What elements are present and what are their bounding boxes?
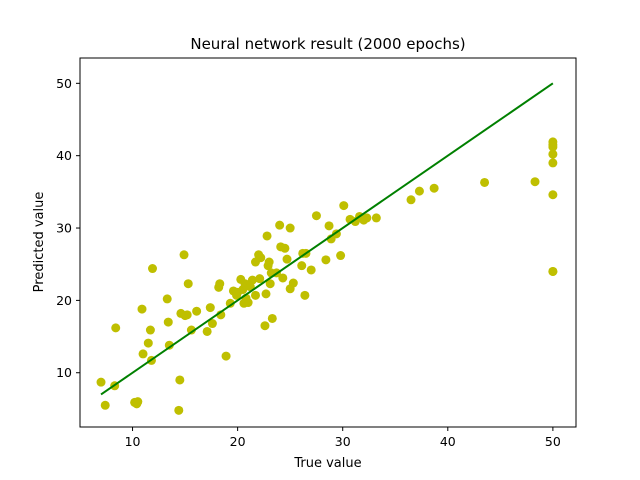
data-point [282, 254, 292, 264]
data-point [548, 266, 558, 276]
data-point [262, 231, 272, 241]
data-point [192, 306, 202, 316]
x-tick-label: 10 [125, 434, 141, 449]
data-point [260, 321, 270, 331]
data-point [215, 279, 225, 289]
data-point [530, 177, 540, 187]
x-tick-label: 50 [545, 434, 561, 449]
data-point [182, 310, 192, 320]
chart-title: Neural network result (2000 epochs) [190, 35, 465, 53]
data-point [250, 290, 260, 300]
data-point [336, 251, 346, 261]
data-point [548, 158, 558, 168]
data-point [179, 250, 189, 260]
data-point [371, 213, 381, 223]
x-tick-label: 20 [230, 434, 246, 449]
data-point [429, 183, 439, 193]
data-point [164, 340, 174, 350]
data-point [186, 325, 196, 335]
data-point [162, 294, 172, 304]
data-point [183, 279, 193, 289]
data-point [267, 313, 277, 323]
data-point [548, 149, 558, 159]
data-point [202, 326, 212, 336]
y-tick-label: 40 [56, 148, 72, 163]
data-point [414, 186, 424, 196]
data-point [174, 405, 184, 415]
y-tick-label: 30 [56, 221, 72, 236]
y-tick-label: 10 [56, 365, 72, 380]
data-point [163, 317, 173, 327]
data-point [480, 177, 490, 187]
data-point [324, 221, 334, 231]
data-point [321, 255, 331, 265]
scatter-points [96, 137, 558, 415]
y-axis-label: Predicted value [32, 192, 47, 293]
fit-line-group [100, 82, 554, 396]
axis-ticks: 10 20 30 40 50 10 20 30 40 50 [56, 76, 561, 449]
data-point [300, 290, 310, 300]
x-tick-label: 30 [335, 434, 351, 449]
data-point [255, 274, 265, 284]
data-point [306, 265, 316, 275]
data-point [148, 264, 158, 274]
y-tick-label: 50 [56, 76, 72, 91]
data-point [311, 211, 321, 221]
data-point [339, 201, 349, 211]
data-point [96, 377, 106, 387]
x-axis-label: True value [293, 456, 361, 471]
data-point [145, 325, 155, 335]
data-point [362, 213, 372, 223]
data-point [280, 243, 290, 253]
data-point [221, 351, 231, 361]
data-point [548, 190, 558, 200]
fit-line [100, 82, 554, 396]
data-point [278, 273, 288, 283]
data-point [256, 253, 266, 263]
data-point [548, 142, 558, 152]
y-tick-label: 20 [56, 293, 72, 308]
data-point [288, 278, 298, 288]
data-point [247, 275, 257, 285]
data-point [207, 319, 217, 329]
data-point [175, 375, 185, 385]
data-point [138, 349, 148, 359]
data-point [205, 303, 215, 313]
data-point [264, 257, 274, 267]
data-point [100, 400, 110, 410]
data-point [111, 323, 121, 333]
data-point [133, 397, 143, 407]
data-point [406, 195, 416, 205]
data-point [143, 338, 153, 348]
data-point [225, 298, 235, 308]
data-point [265, 279, 275, 289]
data-point [261, 289, 271, 299]
data-point [297, 261, 307, 271]
plot-frame [79, 57, 577, 428]
x-tick-label: 40 [440, 434, 456, 449]
data-point [243, 298, 253, 308]
data-point [137, 304, 147, 314]
data-point [285, 223, 295, 233]
data-point [275, 220, 285, 230]
